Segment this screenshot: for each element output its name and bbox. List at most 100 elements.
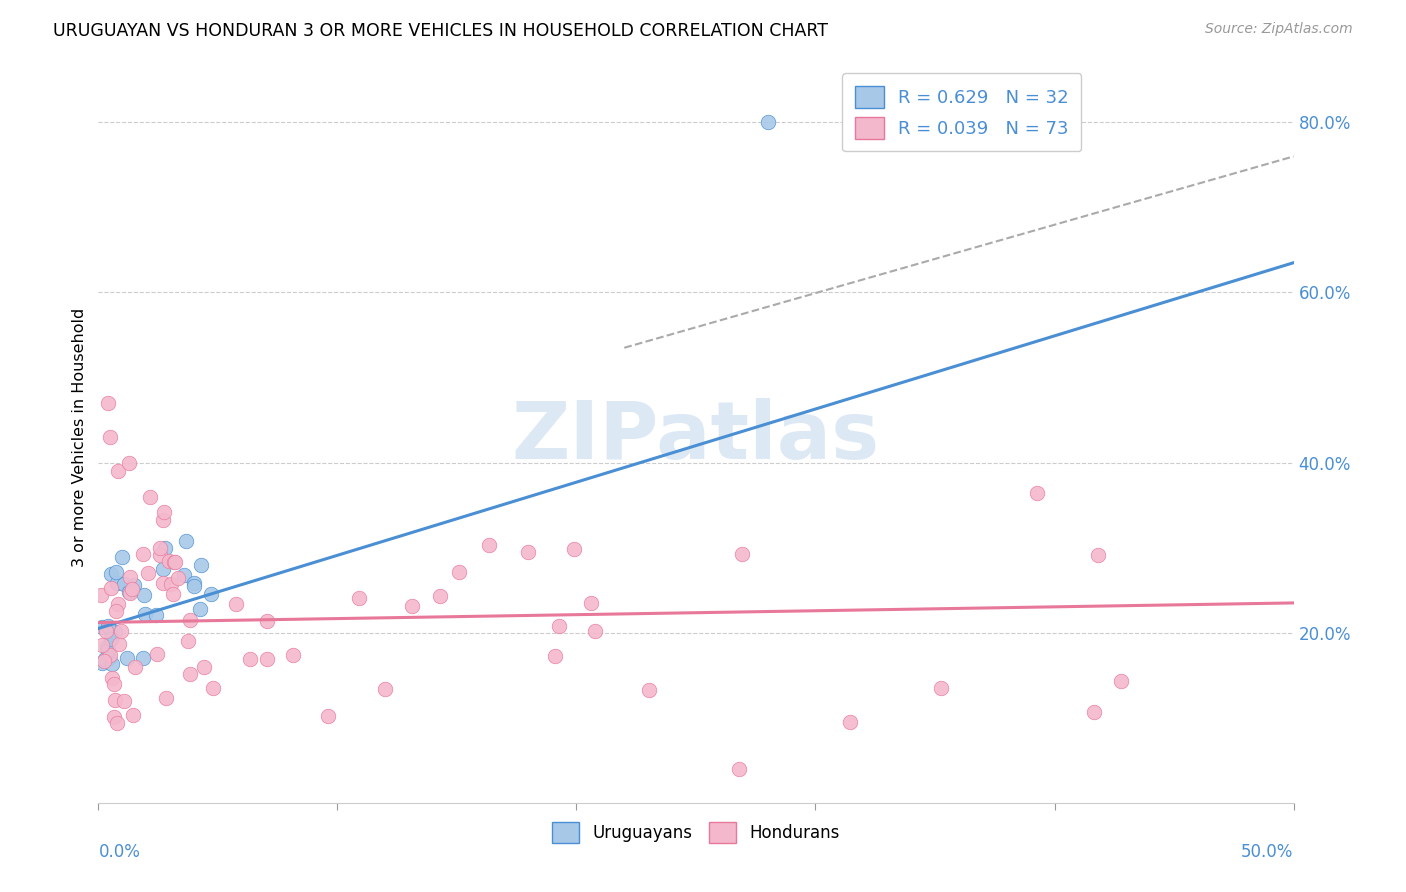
Point [120,570,142,584]
Point [256,652,278,666]
Point [90,620,112,634]
Point [149,548,172,562]
Point [122,707,145,722]
Point [637,683,659,698]
Point [94,624,117,639]
Point [97,650,120,665]
Point [152,513,174,527]
Point [101,671,124,685]
Point [256,615,278,629]
Point [132,547,155,561]
Point [165,555,187,569]
Point [1083,706,1105,720]
Point [136,566,159,581]
Point [118,585,141,599]
Point [579,596,602,610]
Point [548,619,571,633]
Point [544,649,567,664]
Point [139,490,162,504]
Point [145,608,167,623]
Point [727,762,749,776]
Point [103,710,125,724]
Point [756,115,779,129]
Point [124,659,146,673]
Point [103,677,125,691]
Point [516,545,538,559]
Text: ZIPatlas: ZIPatlas [512,398,880,476]
Point [155,690,177,705]
Point [96,640,118,654]
Point [163,555,186,569]
Point [101,629,124,643]
Point [183,576,205,591]
Point [132,651,155,665]
Point [100,632,122,647]
Point [105,575,128,590]
Point [839,715,862,730]
Point [157,554,180,568]
Point [107,597,129,611]
Point [160,577,183,591]
Point [347,591,370,606]
Point [239,652,262,666]
Point [429,589,451,603]
Point [115,651,138,665]
Point [107,464,129,478]
Point [316,709,339,723]
Point [112,577,135,591]
Point [101,657,124,671]
Point [134,607,156,621]
Point [929,681,952,695]
Point [173,567,195,582]
Point [174,534,197,549]
Point [149,541,172,556]
Point [100,581,122,595]
Point [93,654,115,668]
Point [166,571,188,585]
Point [583,624,606,639]
Point [179,667,201,681]
Text: URUGUAYAN VS HONDURAN 3 OR MORE VEHICLES IN HOUSEHOLD CORRELATION CHART: URUGUAYAN VS HONDURAN 3 OR MORE VEHICLES… [53,22,828,40]
Point [190,558,212,572]
Point [104,624,127,639]
Point [1087,548,1109,562]
Point [478,538,501,552]
Point [153,505,176,519]
Point [112,694,135,708]
Text: 0.0%: 0.0% [98,843,141,861]
Point [162,587,184,601]
Point [145,647,167,661]
Point [374,681,396,696]
Point [202,681,225,695]
Point [97,618,120,632]
Point [105,604,128,618]
Point [97,396,120,410]
Point [177,634,200,648]
Point [98,648,121,662]
Point [183,579,205,593]
Point [97,642,120,657]
Point [225,597,247,611]
Point [100,567,122,582]
Point [155,541,177,555]
Point [1109,673,1132,688]
Point [179,613,201,627]
Point [105,716,128,731]
Point [447,565,470,579]
Legend: Uruguayans, Hondurans: Uruguayans, Hondurans [546,815,846,849]
Point [132,588,155,602]
Point [122,578,145,592]
Point [91,638,114,652]
Point [90,588,112,602]
Point [120,585,142,599]
Text: Source: ZipAtlas.com: Source: ZipAtlas.com [1205,22,1353,37]
Point [110,624,132,638]
Text: 50.0%: 50.0% [1241,843,1294,861]
Point [121,582,143,596]
Point [107,637,129,651]
Point [90,656,112,670]
Point [281,648,304,663]
Point [111,550,134,565]
Point [98,430,121,444]
Point [1026,486,1049,500]
